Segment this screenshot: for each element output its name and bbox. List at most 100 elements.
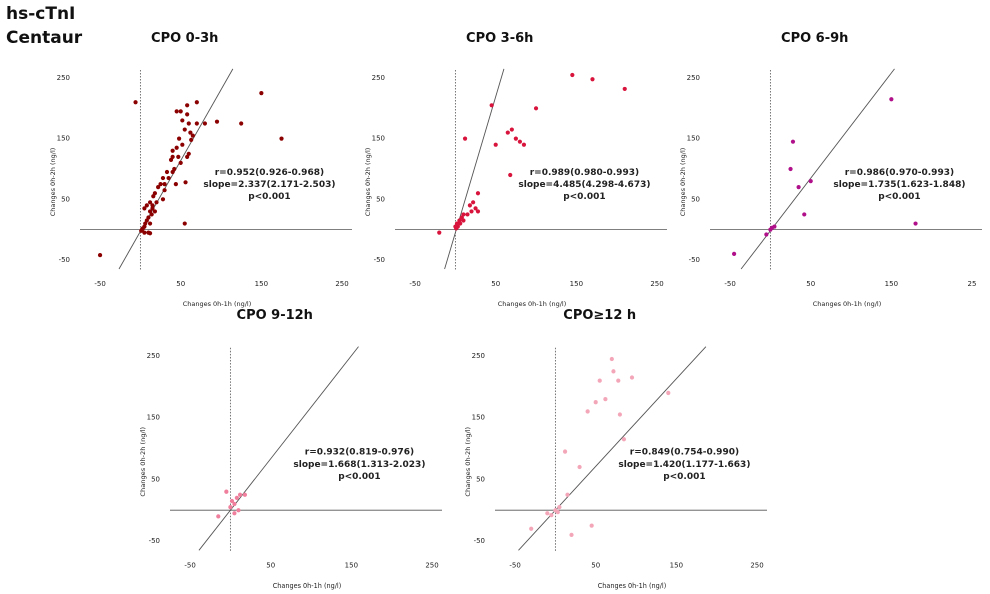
x-tick-label: 150	[255, 280, 268, 288]
figure-title-line2: Centaur	[6, 28, 83, 48]
data-point	[189, 137, 194, 142]
data-point	[569, 532, 574, 538]
data-point	[242, 492, 248, 497]
data-point	[802, 212, 807, 217]
x-tick-label: 150	[670, 561, 684, 570]
data-point	[462, 136, 468, 141]
y-tick-label: 250	[147, 351, 161, 360]
data-point	[154, 200, 159, 205]
data-point	[170, 169, 175, 175]
data-point	[790, 139, 796, 144]
y-tick-label: 150	[372, 135, 385, 143]
data-point	[517, 139, 523, 144]
data-point	[144, 203, 149, 208]
data-point	[229, 498, 235, 504]
data-point	[142, 206, 147, 211]
data-point	[458, 221, 463, 226]
y-axis-label: Changes 0h-2h (ng/l)	[679, 148, 687, 217]
data-point	[156, 185, 161, 190]
y-tick-label: 50	[61, 195, 70, 203]
data-point	[232, 511, 237, 516]
data-point	[164, 169, 170, 175]
data-point	[160, 197, 166, 202]
data-point	[186, 151, 191, 156]
y-tick-label: 250	[372, 74, 385, 82]
stat-label: r=0.849(0.754-0.990)	[630, 448, 739, 458]
stat-label: slope=1.420(1.177-1.663)	[618, 460, 750, 470]
data-point	[133, 100, 138, 105]
data-point	[808, 178, 813, 184]
data-point	[150, 203, 155, 208]
data-point	[562, 449, 568, 454]
data-point	[194, 121, 199, 126]
stat-label: r=0.986(0.970-0.993)	[845, 168, 954, 178]
data-point	[549, 513, 554, 518]
data-point	[666, 390, 671, 396]
data-point	[147, 221, 153, 226]
data-point	[764, 232, 769, 237]
x-tick-label: 50	[491, 280, 500, 288]
data-point	[152, 191, 158, 196]
data-point	[454, 226, 459, 231]
data-point	[590, 77, 595, 82]
data-point	[234, 495, 239, 501]
chart-panel-cpo-0-3h: CPO 0-3h 250 150 50 -50 -50 50 150 250 Changes 0h…	[49, 31, 352, 308]
data-point	[176, 154, 181, 159]
data-point	[185, 103, 190, 108]
y-tick-label: -50	[474, 536, 486, 545]
data-point	[467, 203, 473, 208]
x-axis-label: Changes 0h-1h (ng/l)	[498, 300, 567, 308]
regression-line	[198, 346, 359, 551]
data-point	[508, 172, 513, 178]
chart-panel-cpo-9-12h: CPO 9-12h 250 150 50 -50 -50 50 150 250 Changes 0…	[139, 308, 442, 590]
data-point	[597, 378, 602, 383]
data-point	[178, 109, 183, 114]
data-point	[182, 221, 187, 226]
panel-title: CPO 0-3h	[151, 31, 218, 46]
data-point	[493, 142, 498, 147]
x-tick-label: 250	[425, 561, 439, 570]
x-tick-label: 150	[345, 561, 359, 570]
data-point	[228, 504, 233, 510]
data-point	[170, 154, 175, 159]
data-point	[555, 509, 560, 515]
data-point	[176, 136, 182, 141]
data-point	[97, 252, 103, 258]
data-point	[149, 212, 154, 217]
stat-label: slope=2.337(2.171-2.503)	[203, 180, 335, 190]
stat-label: slope=1.668(1.313-2.023)	[293, 460, 425, 470]
data-point	[237, 492, 243, 497]
data-point	[473, 206, 478, 211]
data-point	[183, 180, 188, 185]
stat-label: p<0.001	[663, 472, 705, 482]
y-axis-label: Changes 0h-2h (ng/l)	[464, 427, 472, 497]
data-point	[889, 97, 894, 102]
data-point	[224, 489, 229, 494]
y-tick-label: 150	[57, 135, 70, 143]
x-tick-label: -50	[509, 561, 521, 570]
x-tick-label: 250	[335, 280, 348, 288]
data-point	[585, 409, 590, 414]
data-point	[529, 526, 534, 531]
data-point	[202, 121, 208, 126]
panel-title: CPO 3-6h	[466, 31, 533, 46]
data-point	[565, 492, 570, 497]
stat-label: p<0.001	[563, 192, 605, 202]
data-point	[232, 501, 237, 507]
data-point	[162, 182, 167, 187]
x-tick-label: -50	[409, 280, 420, 288]
stat-label: r=0.932(0.819-0.976)	[305, 448, 414, 458]
data-point	[166, 175, 171, 181]
y-tick-label: 250	[687, 74, 700, 82]
data-point	[162, 188, 167, 193]
data-point	[186, 121, 191, 126]
data-point	[147, 231, 153, 236]
y-tick-label: 50	[376, 195, 385, 203]
y-axis-label: Changes 0h-2h (ng/l)	[49, 148, 57, 217]
data-point	[180, 118, 185, 123]
data-point	[622, 86, 627, 92]
data-point	[505, 130, 510, 135]
x-tick-label: 50	[806, 280, 815, 288]
data-point	[913, 221, 918, 226]
y-tick-label: 250	[57, 74, 70, 82]
